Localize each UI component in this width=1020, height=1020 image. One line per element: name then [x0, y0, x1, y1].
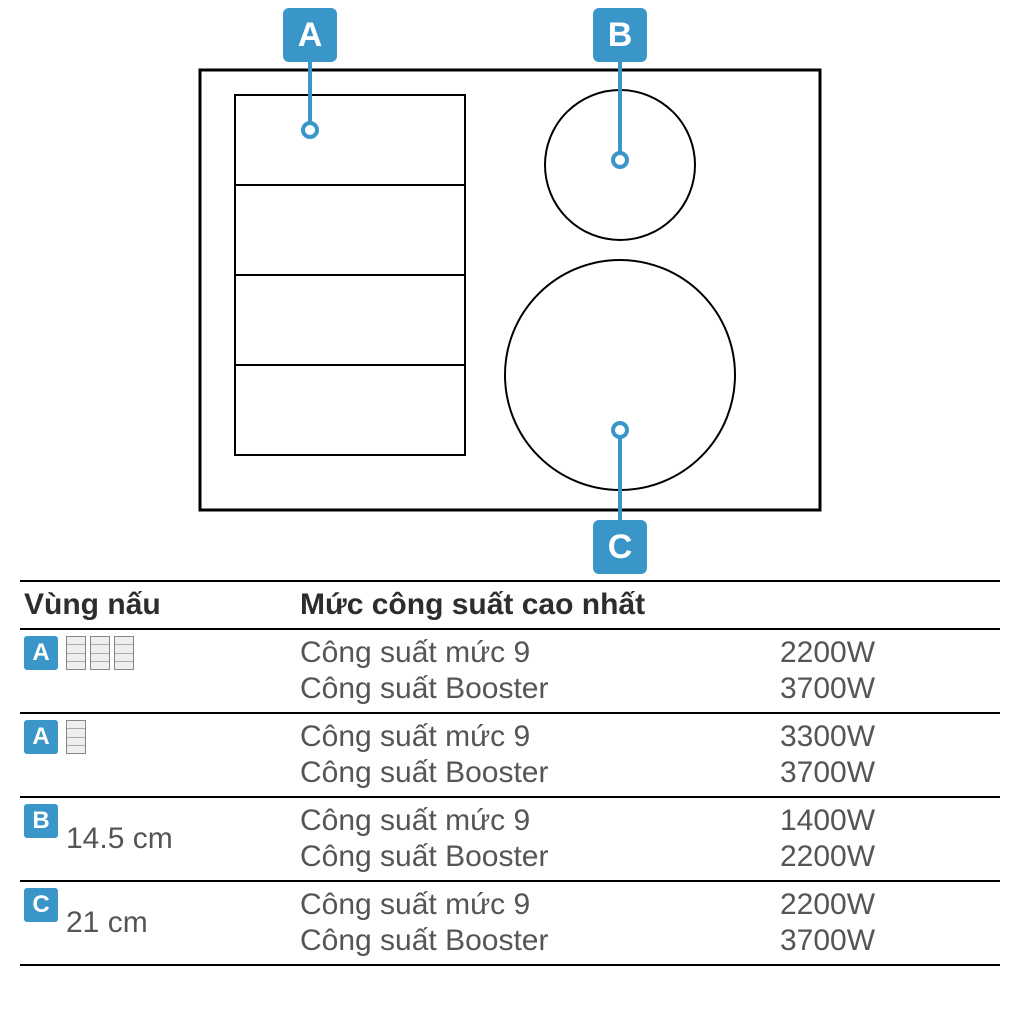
- zone-badge: B: [24, 804, 58, 838]
- table-row: B14.5 cmCông suất mức 9Công suất Booster…: [20, 798, 1000, 882]
- desc-level9: Công suất mức 9: [300, 720, 780, 754]
- zone-cell: A: [20, 636, 300, 706]
- desc-cell: Công suất mức 9Công suất Booster: [300, 804, 780, 874]
- desc-level9: Công suất mức 9: [300, 804, 780, 838]
- power-level9: 3300W: [780, 720, 1000, 754]
- power-booster: 3700W: [780, 924, 1000, 958]
- table-row: A Công suất mức 9Công suất Booster3300W37…: [20, 714, 1000, 798]
- diagram-label-a: A: [283, 8, 337, 62]
- desc-booster: Công suất Booster: [300, 840, 780, 874]
- zone-cell: C21 cm: [20, 888, 300, 958]
- zone-cell: A: [20, 720, 300, 790]
- power-level9: 2200W: [780, 888, 1000, 922]
- power-booster: 2200W: [780, 840, 1000, 874]
- header-zone: Vùng nấu: [20, 588, 300, 622]
- diagram-label-c: C: [593, 520, 647, 574]
- header-power: Mức công suất cao nhất: [300, 588, 1000, 622]
- flex-zone-icon: [114, 636, 134, 670]
- power-level9: 2200W: [780, 636, 1000, 670]
- zone-bar-icons: [66, 720, 86, 754]
- power-level9: 1400W: [780, 804, 1000, 838]
- desc-cell: Công suất mức 9Công suất Booster: [300, 888, 780, 958]
- power-table: Vùng nấu Mức công suất cao nhất A Công su…: [20, 580, 1000, 966]
- power-cell: 2200W3700W: [780, 636, 1000, 706]
- desc-booster: Công suất Booster: [300, 924, 780, 958]
- table-row: C21 cmCông suất mức 9Công suất Booster22…: [20, 882, 1000, 966]
- desc-level9: Công suất mức 9: [300, 636, 780, 670]
- diagram-label-b: B: [593, 8, 647, 62]
- table-header-row: Vùng nấu Mức công suất cao nhất: [20, 580, 1000, 630]
- desc-booster: Công suất Booster: [300, 756, 780, 790]
- zone-dimension: 14.5 cm: [66, 822, 173, 856]
- zone-bar-icons: [66, 636, 134, 670]
- desc-cell: Công suất mức 9Công suất Booster: [300, 720, 780, 790]
- power-cell: 1400W2200W: [780, 804, 1000, 874]
- flex-zone-icon: [66, 636, 86, 670]
- cooktop-diagram: A B C: [0, 0, 1020, 580]
- cooktop-svg: [0, 0, 1020, 580]
- power-cell: 3300W3700W: [780, 720, 1000, 790]
- flex-zone-icon: [66, 720, 86, 754]
- desc-level9: Công suất mức 9: [300, 888, 780, 922]
- zone-dimension: 21 cm: [66, 906, 148, 940]
- flex-zone-icon: [90, 636, 110, 670]
- power-booster: 3700W: [780, 756, 1000, 790]
- power-cell: 2200W3700W: [780, 888, 1000, 958]
- desc-booster: Công suất Booster: [300, 672, 780, 706]
- zone-badge: A: [24, 636, 58, 670]
- zone-badge: A: [24, 720, 58, 754]
- desc-cell: Công suất mức 9Công suất Booster: [300, 636, 780, 706]
- power-booster: 3700W: [780, 672, 1000, 706]
- zone-badge: C: [24, 888, 58, 922]
- table-row: A Công suất mức 9Công suất Booster2200W37…: [20, 630, 1000, 714]
- zone-cell: B14.5 cm: [20, 804, 300, 874]
